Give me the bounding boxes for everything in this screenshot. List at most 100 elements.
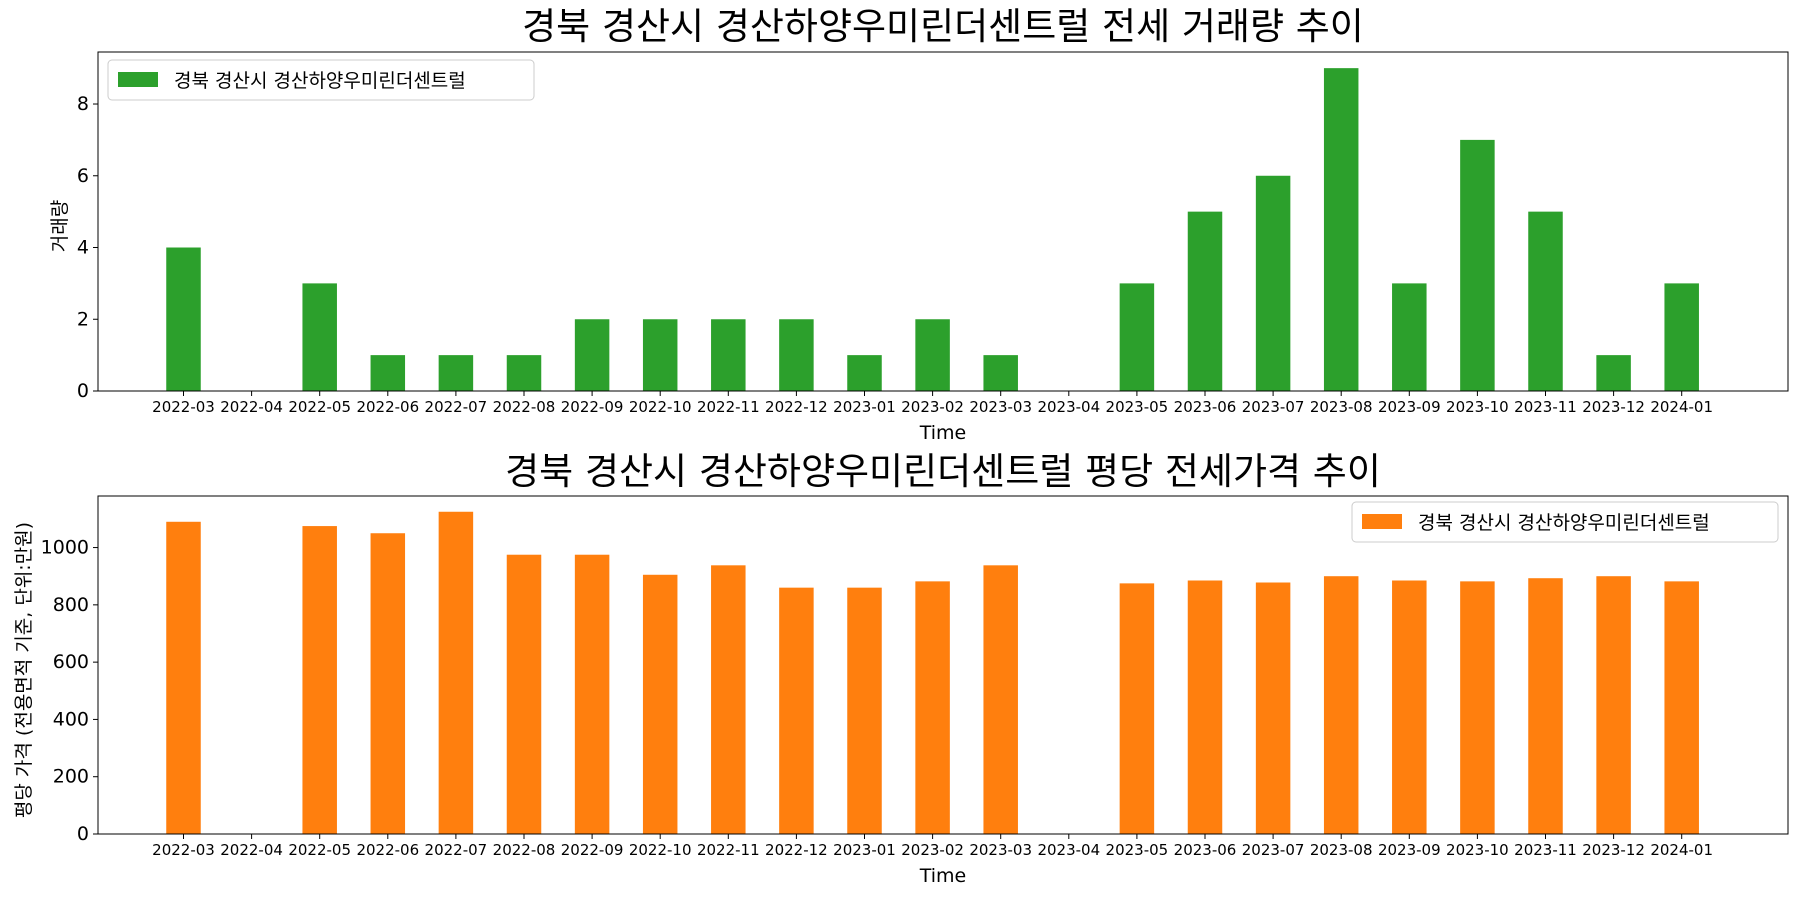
volume-bar-2023-01	[847, 355, 882, 391]
price-x-tick-label: 2023-03	[969, 841, 1032, 859]
volume-x-tick-label: 2023-10	[1446, 398, 1509, 416]
volume-legend-box	[107, 59, 535, 101]
volume-x-tick-label: 2022-11	[697, 398, 760, 416]
volume-bar-2023-11	[1528, 211, 1563, 391]
price-legend-box	[1351, 501, 1779, 543]
volume-bar-2022-09	[574, 319, 610, 391]
volume-x-tick-label: 2023-09	[1378, 398, 1441, 416]
volume-x-tick-label: 2023-12	[1582, 398, 1645, 416]
volume-y-axis-ticks: 0 2 4 6 8	[77, 93, 98, 402]
volume-chart: 경북 경산시 경산하양우미린더센트럴 전세 거래량 추이 Time 거래량 20…	[49, 5, 1789, 444]
price-x-tick-label: 2023-08	[1310, 841, 1373, 859]
volume-x-tick-label: 2023-03	[969, 398, 1032, 416]
price-bar-2022-11	[711, 565, 746, 834]
price-x-axis-ticks: 2022-03 2022-04 2022-05 2022-06 2022-07 2022-…	[152, 834, 1713, 859]
volume-x-tick-label: 2022-08	[493, 398, 556, 416]
volume-bar-2023-08	[1323, 68, 1359, 392]
price-legend-label: 경북 경산시 경산하양우미린더센트럴	[1418, 512, 1710, 534]
price-x-tick-label: 2022-05	[288, 841, 351, 859]
volume-bar-2023-12	[1596, 355, 1631, 391]
price-y-axis-ticks: 0 200 400 600 800 1000	[41, 537, 98, 845]
price-x-tick-label: 2022-08	[493, 841, 556, 859]
volume-x-tick-label: 2023-05	[1106, 398, 1169, 416]
price-bar-2023-09	[1392, 580, 1427, 834]
price-bar-2022-07	[438, 511, 474, 834]
price-y-tick-label: 1000	[41, 537, 89, 559]
price-x-tick-label: 2022-11	[697, 841, 760, 859]
price-bar-2023-03	[983, 565, 1018, 834]
volume-bar-2022-05	[302, 283, 337, 391]
price-y-tick-label: 600	[53, 651, 89, 673]
volume-y-tick-label: 8	[77, 93, 89, 115]
volume-x-tick-label: 2022-10	[629, 398, 692, 416]
price-bar-2023-12	[1596, 576, 1631, 834]
price-x-tick-label: 2022-09	[561, 841, 624, 859]
volume-x-tick-label: 2023-11	[1514, 398, 1577, 416]
price-bar-2023-01	[847, 587, 882, 834]
volume-bars	[166, 68, 1699, 392]
price-x-tick-label: 2023-05	[1106, 841, 1169, 859]
volume-bar-2022-07	[438, 355, 474, 391]
price-x-tick-label: 2022-12	[765, 841, 828, 859]
volume-y-tick-label: 4	[77, 237, 89, 259]
price-chart: 경북 경산시 경산하양우미린더센트럴 평당 전세가격 추이 Time 평당 가격…	[13, 450, 1789, 887]
volume-bar-2022-11	[711, 319, 746, 391]
volume-x-tick-label: 2023-07	[1242, 398, 1305, 416]
price-x-tick-label: 2022-06	[356, 841, 419, 859]
volume-x-axis-ticks: 2022-03 2022-04 2022-05 2022-06 2022-07 2022-…	[152, 391, 1713, 416]
volume-legend-swatch	[118, 72, 158, 87]
volume-bar-2023-05	[1119, 283, 1155, 391]
price-x-tick-label: 2023-12	[1582, 841, 1645, 859]
price-bar-2022-06	[370, 533, 406, 834]
volume-x-tick-label: 2022-06	[356, 398, 419, 416]
volume-bar-2023-09	[1392, 283, 1427, 391]
volume-x-tick-label: 2023-02	[901, 398, 964, 416]
price-x-tick-label: 2023-09	[1378, 841, 1441, 859]
volume-x-tick-label: 2024-01	[1650, 398, 1713, 416]
volume-legend-label: 경북 경산시 경산하양우미린더센트럴	[174, 70, 466, 92]
volume-bar-2022-08	[506, 355, 542, 391]
volume-bar-2022-03	[166, 247, 201, 391]
price-y-tick-label: 0	[77, 823, 89, 845]
price-plot-frame	[97, 495, 1789, 835]
volume-bar-2022-10	[642, 319, 678, 391]
volume-x-tick-label: 2023-08	[1310, 398, 1373, 416]
volume-x-tick-label: 2022-12	[765, 398, 828, 416]
price-y-tick-label: 800	[53, 594, 89, 616]
price-x-tick-label: 2023-04	[1037, 841, 1100, 859]
volume-bar-2023-02	[915, 319, 950, 391]
volume-x-tick-label: 2023-01	[833, 398, 896, 416]
price-bar-2022-08	[506, 554, 542, 834]
price-bar-2022-10	[642, 574, 678, 834]
price-legend-swatch	[1362, 514, 1402, 529]
price-x-tick-label: 2023-07	[1242, 841, 1305, 859]
volume-x-tick-label: 2022-03	[152, 398, 215, 416]
volume-x-tick-label: 2023-06	[1174, 398, 1237, 416]
volume-bar-2022-12	[779, 319, 814, 391]
price-bar-2022-05	[302, 526, 337, 834]
price-chart-title: 경북 경산시 경산하양우미린더센트럴 평당 전세가격 추이	[505, 450, 1381, 493]
price-y-tick-label: 400	[53, 708, 89, 730]
volume-bar-2023-07	[1255, 175, 1291, 391]
price-chart-ylabel: 평당 가격 (전용면적 기준, 단위:만원)	[13, 522, 35, 818]
volume-chart-xlabel: Time	[919, 422, 967, 444]
volume-bar-2024-01	[1664, 283, 1699, 391]
volume-x-tick-label: 2022-05	[288, 398, 351, 416]
price-bar-2022-03	[166, 521, 201, 834]
price-bar-2023-11	[1528, 578, 1563, 834]
volume-bar-2023-03	[983, 355, 1018, 391]
volume-y-tick-label: 0	[77, 380, 89, 402]
price-y-tick-label: 200	[53, 766, 89, 788]
price-bar-2023-07	[1255, 582, 1291, 834]
price-bars	[166, 511, 1699, 834]
volume-bar-2023-10	[1460, 139, 1495, 391]
price-x-tick-label: 2023-02	[901, 841, 964, 859]
price-x-tick-label: 2023-10	[1446, 841, 1509, 859]
price-bar-2023-02	[915, 581, 950, 834]
volume-bar-2023-06	[1187, 211, 1223, 391]
price-bar-2023-06	[1187, 580, 1223, 834]
price-bar-2023-05	[1119, 583, 1155, 834]
price-bar-2023-10	[1460, 581, 1495, 834]
volume-plot-frame	[97, 51, 1789, 392]
